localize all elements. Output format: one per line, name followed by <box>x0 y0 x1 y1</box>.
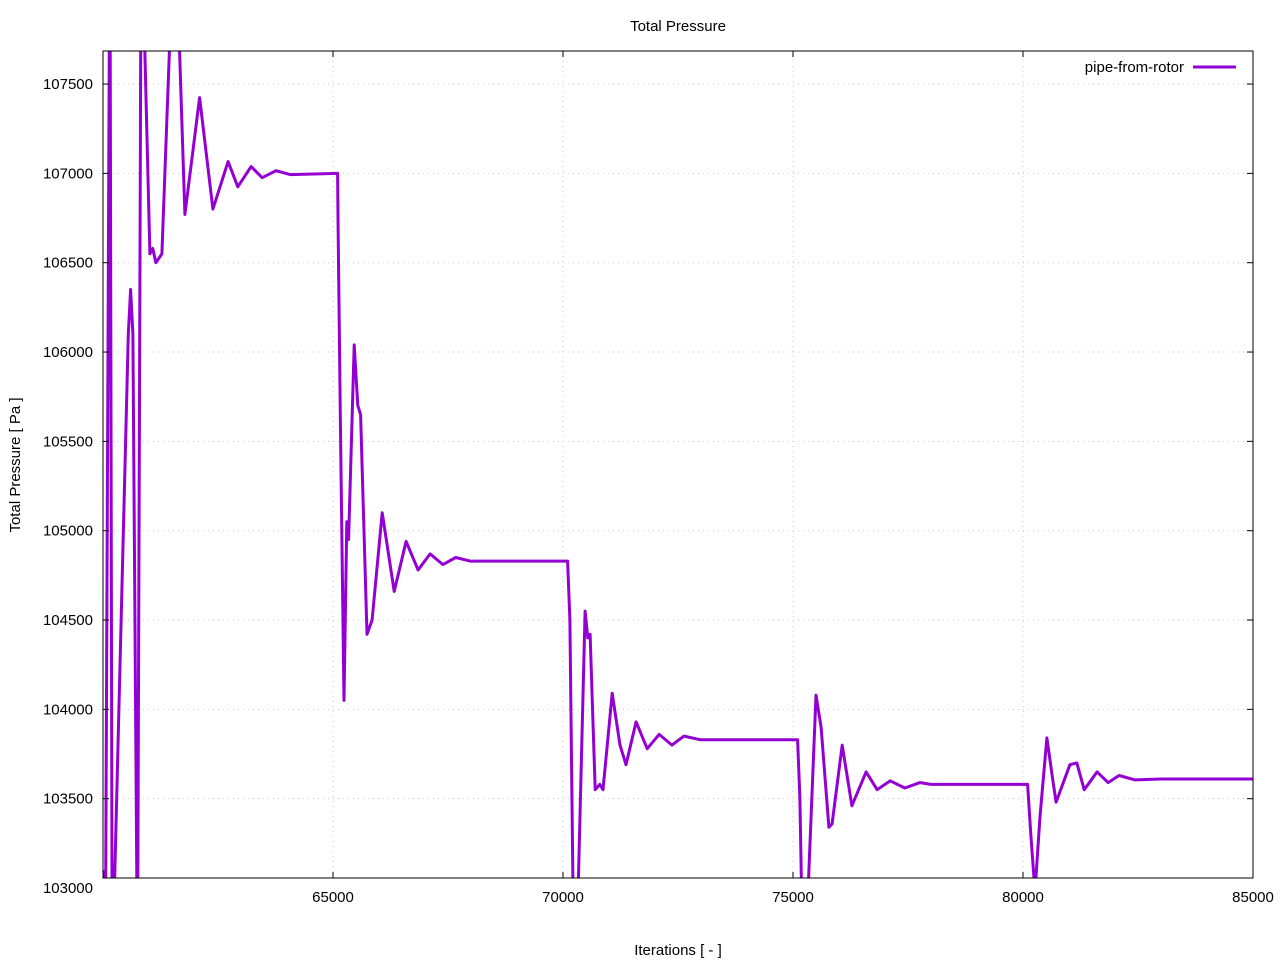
y-tick-label: 103500 <box>43 791 93 808</box>
y-tick-label: 107000 <box>43 165 93 182</box>
chart-title: Total Pressure <box>630 18 726 35</box>
y-tick-label: 104000 <box>43 701 93 718</box>
legend-label: pipe-from-rotor <box>1085 59 1184 76</box>
y-tick-label: 105500 <box>43 433 93 450</box>
x-tick-label: 65000 <box>312 889 354 906</box>
x-tick-label: 85000 <box>1232 889 1274 906</box>
y-tick-label: 107500 <box>43 76 93 93</box>
y-tick-label: 104500 <box>43 612 93 629</box>
y-tick-label: 106000 <box>43 344 93 361</box>
data-line <box>103 51 1253 878</box>
plot-border <box>102 50 1254 879</box>
x-tick-label: 70000 <box>542 889 584 906</box>
x-axis-label: Iterations [ - ] <box>634 942 722 959</box>
grid <box>103 51 1254 878</box>
legend: pipe-from-rotor <box>1085 59 1236 76</box>
plot-area <box>103 51 1253 878</box>
y-tick-label: 103000 <box>43 880 93 897</box>
y-tick-label: 106500 <box>43 255 93 272</box>
x-tick-label: 75000 <box>772 889 814 906</box>
x-tick-label: 80000 <box>1002 889 1044 906</box>
y-tick-label: 105000 <box>43 523 93 540</box>
y-axis-label: Total Pressure [ Pa ] <box>7 397 24 532</box>
